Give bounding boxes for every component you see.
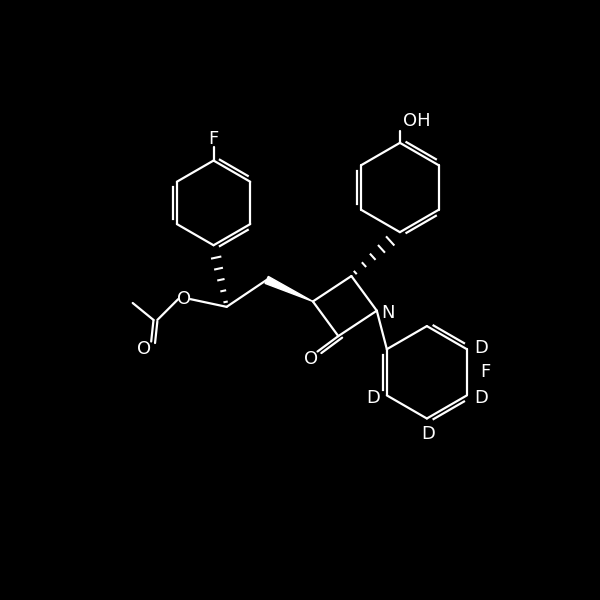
Text: F: F xyxy=(480,363,490,382)
Text: N: N xyxy=(381,304,394,322)
Text: OH: OH xyxy=(403,112,431,130)
Text: D: D xyxy=(474,389,488,407)
Text: D: D xyxy=(366,389,380,407)
Polygon shape xyxy=(265,277,313,301)
Text: O: O xyxy=(137,340,151,358)
Text: D: D xyxy=(421,425,436,443)
Text: D: D xyxy=(474,338,488,356)
Text: O: O xyxy=(177,290,191,308)
Text: O: O xyxy=(304,350,319,368)
Text: F: F xyxy=(208,130,218,148)
